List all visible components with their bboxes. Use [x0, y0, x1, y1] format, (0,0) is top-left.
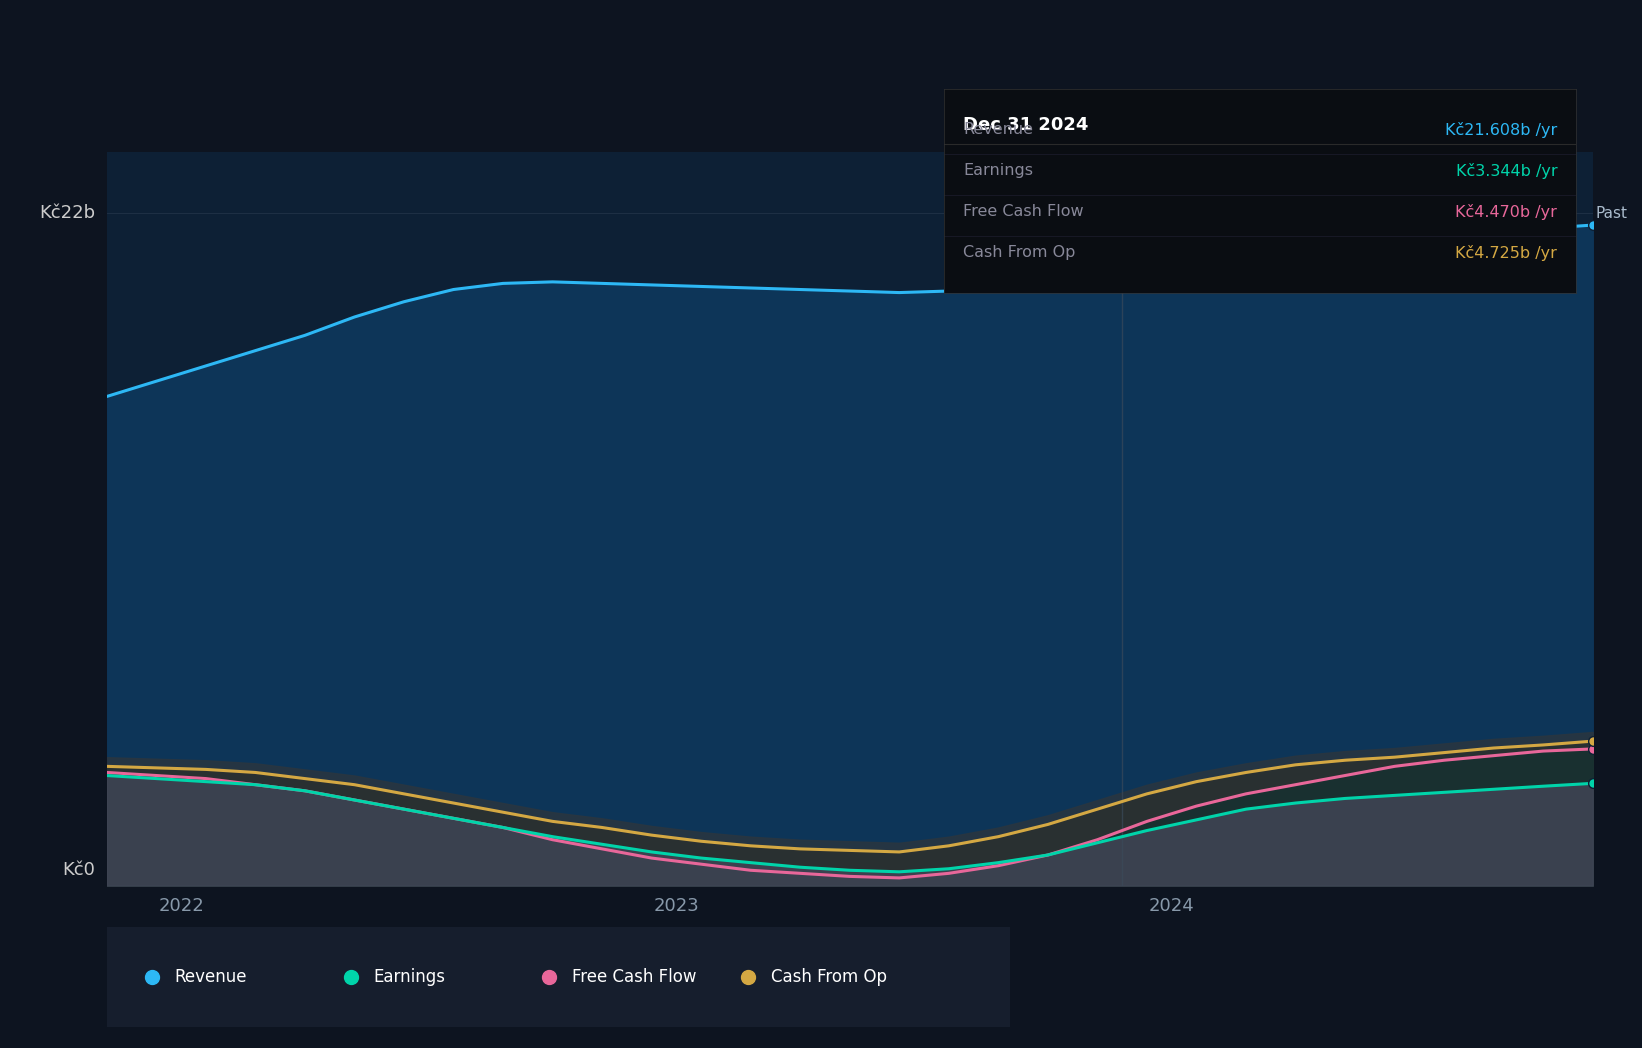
- Text: Kč4.470b /yr: Kč4.470b /yr: [1455, 203, 1557, 220]
- Text: Free Cash Flow: Free Cash Flow: [571, 968, 696, 986]
- Text: Kč0: Kč0: [62, 861, 95, 879]
- Text: Earnings: Earnings: [964, 163, 1033, 178]
- Text: Earnings: Earnings: [373, 968, 445, 986]
- Text: Revenue: Revenue: [174, 968, 246, 986]
- Text: Past: Past: [1596, 206, 1627, 221]
- Text: Cash From Op: Cash From Op: [770, 968, 887, 986]
- Text: Revenue: Revenue: [964, 123, 1033, 137]
- Text: Dec 31 2024: Dec 31 2024: [964, 115, 1089, 134]
- Text: Kč22b: Kč22b: [39, 204, 95, 222]
- Text: Free Cash Flow: Free Cash Flow: [964, 204, 1084, 219]
- Text: Kč4.725b /yr: Kč4.725b /yr: [1455, 244, 1557, 261]
- Text: Kč3.344b /yr: Kč3.344b /yr: [1456, 162, 1557, 179]
- Text: Cash From Op: Cash From Op: [964, 245, 1076, 260]
- Text: Kč21.608b /yr: Kč21.608b /yr: [1445, 122, 1557, 138]
